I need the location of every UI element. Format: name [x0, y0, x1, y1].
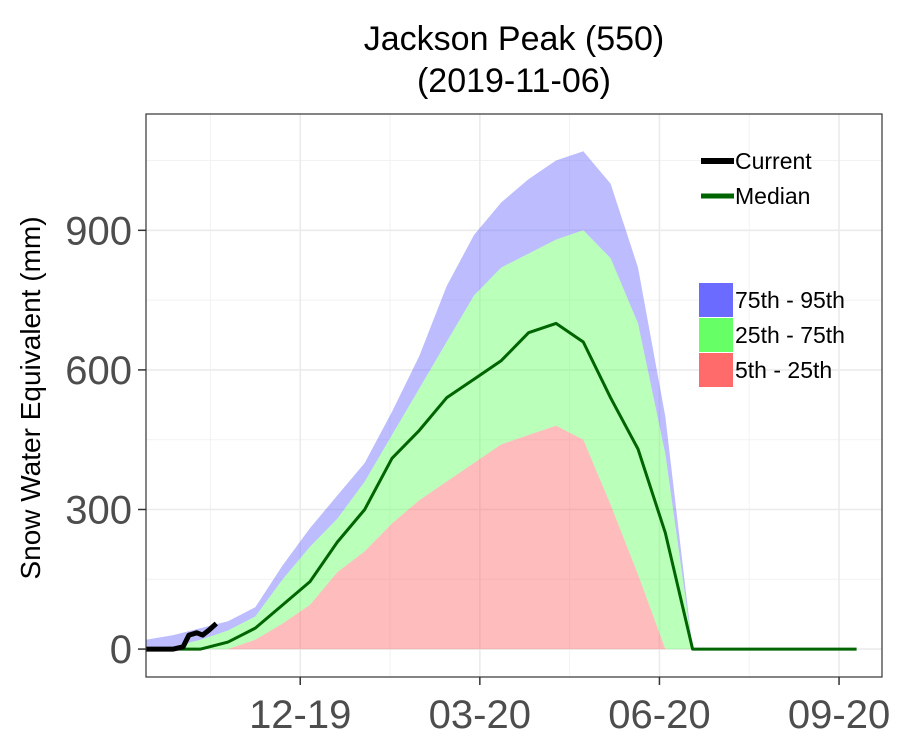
y-tick-label: 0 [110, 628, 132, 672]
x-tick-label: 06-20 [608, 693, 710, 737]
plot-background [146, 114, 882, 677]
x-axis: 12-19 03-20 06-20 09-20 [249, 677, 890, 737]
legend-label-band: 25th - 75th [735, 322, 845, 348]
y-axis-label: Snow Water Equivalent (mm) [15, 216, 46, 579]
legend-label-current: Current [735, 148, 812, 174]
band-5-25 [146, 425, 857, 650]
grid-minor [146, 114, 882, 677]
legend-swatch-band [699, 283, 733, 317]
x-tick-label: 12-19 [249, 693, 351, 737]
chart-subtitle: (2019-11-06) [417, 62, 611, 100]
band-25-75 [146, 230, 857, 650]
legend-label-band: 5th - 25th [735, 357, 832, 383]
plot-area [145, 113, 883, 678]
series-lines [146, 321, 857, 652]
plot-border [145, 113, 883, 678]
x-tick-label: 09-20 [788, 693, 890, 737]
median-line [146, 321, 857, 651]
current-line [146, 621, 218, 652]
legend-swatch-band [699, 353, 733, 387]
y-tick-label: 900 [65, 209, 132, 253]
legend-label-median: Median [735, 183, 810, 209]
legend-label-band: 75th - 95th [735, 287, 845, 313]
percentile-bands [146, 151, 857, 650]
y-axis: 0 300 600 900 [65, 209, 146, 672]
y-tick-label: 300 [65, 488, 132, 532]
legend-swatch-band [699, 318, 733, 352]
legend-lines: Current Median [701, 148, 812, 209]
grid-major [146, 114, 882, 677]
y-tick-label: 600 [65, 349, 132, 393]
band-75-95 [146, 151, 857, 650]
x-tick-label: 03-20 [429, 693, 531, 737]
legend-bands: 75th - 95th 25th - 75th 5th - 25th [699, 283, 845, 387]
chart-title: Jackson Peak (550) [364, 20, 665, 58]
